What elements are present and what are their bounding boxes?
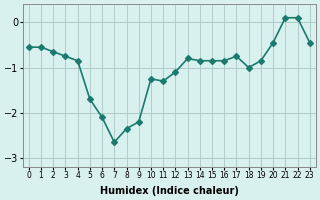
X-axis label: Humidex (Indice chaleur): Humidex (Indice chaleur): [100, 186, 239, 196]
